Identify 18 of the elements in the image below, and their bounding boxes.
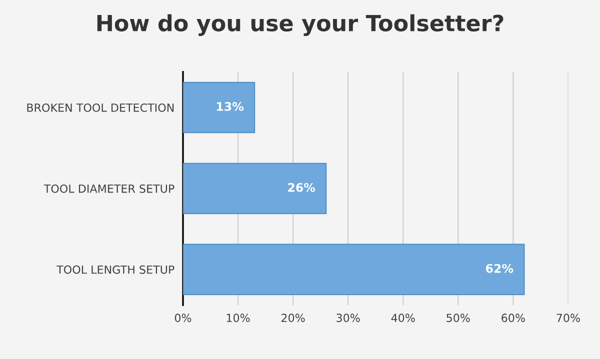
bar bbox=[183, 162, 327, 214]
data-label: 62% bbox=[486, 264, 514, 273]
x-tick-label: 30% bbox=[336, 314, 360, 322]
x-tick-label: 70% bbox=[556, 314, 580, 322]
bar bbox=[183, 82, 256, 134]
data-label: 13% bbox=[216, 102, 244, 111]
x-tick-label: 50% bbox=[446, 314, 470, 322]
chart-title: How do you use your Toolsetter? bbox=[97, 14, 504, 36]
y-tick-label: TOOL LENGTH SETUP bbox=[56, 265, 174, 274]
x-tick-label: 60% bbox=[502, 314, 525, 322]
y-tick-label: TOOL DIAMETER SETUP bbox=[44, 184, 174, 193]
bar bbox=[183, 244, 525, 296]
x-tick-label: 40% bbox=[391, 314, 415, 322]
data-label: 26% bbox=[288, 182, 316, 192]
x-tick-label: 20% bbox=[282, 314, 305, 322]
x-tick-label: 0% bbox=[174, 314, 192, 322]
y-tick-label: BROKEN TOOL DETECTION bbox=[27, 103, 174, 112]
x-tick-label: 10% bbox=[226, 314, 250, 322]
